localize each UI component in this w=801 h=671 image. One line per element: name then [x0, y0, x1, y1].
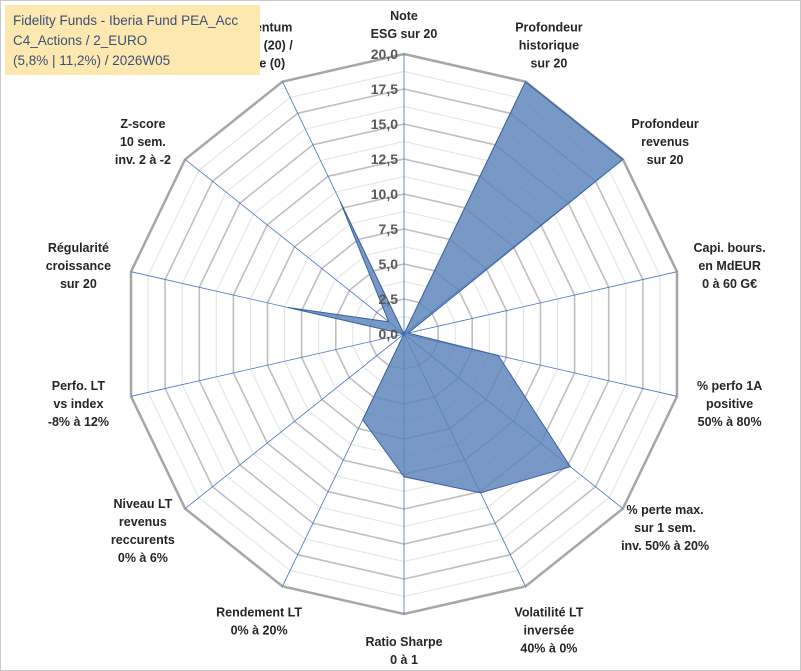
data-point — [570, 466, 571, 467]
tick-label: 20,0 — [371, 46, 398, 62]
category-label: Régularité croissance sur 20 — [46, 241, 111, 291]
tick-label: 12,5 — [371, 151, 398, 167]
tick-label: 5,0 — [379, 256, 399, 272]
category-label-line: Perfo. LT — [52, 379, 106, 393]
radar-series — [287, 80, 624, 494]
category-label: Perfo. LT vs index -8% à 12% — [48, 379, 109, 429]
category-label: Rendement LT 0% à 20% — [216, 606, 302, 638]
spoke — [403, 271, 678, 335]
category-label-line: Profondeur — [515, 20, 582, 34]
category-label-line: Volatilité LT — [514, 606, 583, 620]
category-label-line: positive — [706, 397, 753, 411]
category-label-line: Profondeur — [631, 117, 698, 131]
category-label-line: Note — [390, 9, 418, 23]
data-point — [340, 201, 341, 202]
category-label-line: 10 sem. — [120, 135, 166, 149]
category-label-line: croissance — [46, 259, 111, 273]
category-label-line: reccurents — [111, 533, 175, 547]
category-label: Niveau LT revenus reccurents 0% à 6% — [111, 497, 175, 565]
data-point — [498, 355, 499, 356]
category-label-line: inversée — [524, 624, 575, 638]
category-label: Volatilité LT inversée 40% à 0% — [514, 606, 583, 656]
data-point — [622, 159, 623, 160]
data-area — [287, 80, 624, 494]
data-point — [404, 334, 405, 335]
tick-label: 0,0 — [379, 326, 399, 342]
category-label: % perte max. sur 1 sem. inv. 50% à 20% — [621, 503, 709, 553]
category-label-line: Ratio Sharpe — [365, 635, 442, 649]
data-point — [480, 492, 481, 493]
category-label-line: sur 20 — [60, 277, 97, 291]
spoke — [184, 159, 405, 335]
category-label-line: Rendement LT — [216, 606, 302, 620]
fund-name: Fidelity Funds - Iberia Fund PEA_Acc — [13, 13, 239, 28]
category-label-line: inv. 2 à -2 — [115, 153, 171, 167]
tick-label: 17,5 — [371, 81, 398, 97]
category-label-line: 0 à 60 G€ — [702, 277, 757, 291]
fund-category: C4_Actions / 2_EURO — [13, 33, 148, 48]
tick-label: 2,5 — [379, 291, 399, 307]
category-label-line: sur 1 sem. — [634, 521, 696, 535]
category-label-line: sur 20 — [530, 56, 567, 70]
category-label-line: 0% à 6% — [118, 551, 168, 565]
category-label-line: % perfo 1A — [697, 379, 762, 393]
category-label-line: Capi. bours. — [693, 241, 765, 255]
category-label: Note ESG sur 20 — [371, 9, 438, 41]
data-point — [362, 419, 363, 420]
category-label-line: 50% à 80% — [698, 415, 762, 429]
category-label-line: en MdEUR — [698, 259, 761, 273]
fund-title-box: Fidelity Funds - Iberia Fund PEA_Acc C4_… — [5, 5, 260, 75]
category-label: Z-score 10 sem. inv. 2 à -2 — [115, 117, 171, 167]
category-label-line: 40% à 0% — [520, 642, 577, 656]
category-label-line: revenus — [119, 515, 167, 529]
category-label: Profondeur revenus sur 20 — [631, 117, 698, 167]
category-label-line: % perte max. — [627, 503, 704, 517]
category-label-line: Z-score — [120, 117, 165, 131]
category-label-line: ESG sur 20 — [371, 27, 438, 41]
data-point — [408, 333, 409, 334]
category-label-line: 0 à 1 — [390, 653, 418, 667]
category-label-line: Régularité — [48, 241, 109, 255]
category-label-line: revenus — [641, 135, 689, 149]
category-label-line: sur 20 — [647, 153, 684, 167]
spoke — [184, 333, 405, 509]
tick-label: 7,5 — [379, 221, 399, 237]
tick-label: 15,0 — [371, 116, 398, 132]
category-label: % perfo 1A positive 50% à 80% — [697, 379, 762, 429]
radial-tick-labels: 0,0 2,5 5,0 7,5 10,0 12,5 15,0 17,5 20,0 — [371, 46, 398, 342]
radar-grid — [129, 52, 679, 616]
data-point — [525, 81, 526, 82]
category-label-line: inv. 50% à 20% — [621, 539, 709, 553]
category-label-line: historique — [519, 38, 579, 52]
data-point — [288, 307, 289, 308]
category-label-line: vs index — [53, 397, 103, 411]
category-labels: Note ESG sur 20 Profondeur historique sur 20… — [46, 9, 766, 667]
data-point — [388, 321, 389, 322]
category-label-line: 0% à 20% — [231, 624, 288, 638]
spoke — [130, 333, 405, 397]
category-label-line: -8% à 12% — [48, 415, 109, 429]
category-label: Capi. bours. en MdEUR 0 à 60 G€ — [693, 241, 765, 291]
category-label-line: Niveau LT — [113, 497, 172, 511]
data-point — [404, 476, 405, 477]
tick-label: 10,0 — [371, 186, 398, 202]
fund-stats: (5,8% | 11,2%) / 2026W05 — [13, 53, 171, 68]
category-label: Profondeur historique sur 20 — [515, 20, 582, 70]
category-label: Ratio Sharpe 0 à 1 — [365, 635, 442, 667]
